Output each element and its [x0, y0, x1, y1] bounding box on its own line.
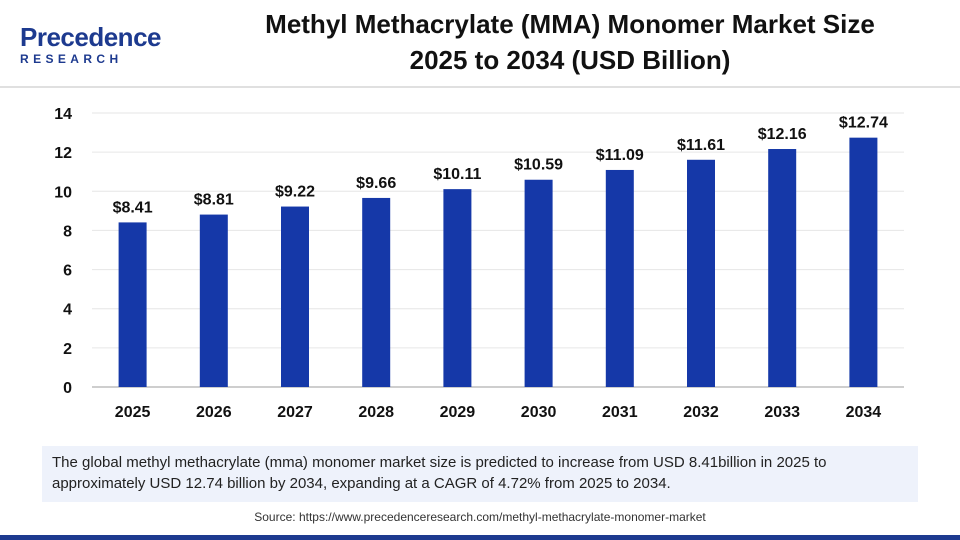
bar [768, 149, 797, 387]
data-label: $11.61 [677, 137, 725, 154]
data-label: $10.59 [514, 157, 563, 174]
y-tick-label: 6 [63, 263, 72, 280]
x-tick-label: 2026 [196, 404, 232, 421]
x-tick-label: 2032 [683, 404, 719, 421]
y-tick-label: 14 [54, 106, 72, 123]
logo: Precedence RESEARCH [14, 16, 164, 66]
bar [605, 169, 634, 387]
data-label: $9.22 [275, 184, 315, 201]
x-tick-label: 2033 [764, 404, 800, 421]
bar [362, 197, 391, 387]
x-tick-label: 2031 [602, 404, 638, 421]
data-label: $12.74 [839, 115, 888, 132]
bar [524, 179, 553, 387]
source-note: Source: https://www.precedenceresearch.c… [254, 510, 706, 524]
chart-title-line-2: 2025 to 2034 (USD Billion) [409, 45, 731, 75]
footer-divider [0, 535, 960, 540]
y-tick-label: 4 [63, 302, 72, 319]
x-tick-label: 2030 [521, 404, 557, 421]
summary-box: The global methyl methacrylate (mma) mon… [42, 446, 918, 502]
header-divider [0, 86, 960, 88]
x-tick-label: 2025 [115, 404, 151, 421]
data-label: $10.11 [433, 166, 481, 183]
data-label: $8.41 [113, 199, 153, 216]
y-tick-label: 8 [63, 223, 72, 240]
data-label: $9.66 [356, 175, 396, 192]
x-tick-label: 2028 [358, 404, 394, 421]
y-tick-label: 2 [63, 341, 72, 358]
bar [443, 189, 472, 387]
x-tick-label: 2027 [277, 404, 313, 421]
chart-title-line-1: Methyl Methacrylate (MMA) Monomer Market… [265, 9, 875, 39]
data-label: $11.09 [596, 147, 644, 164]
logo-subtitle: RESEARCH [20, 52, 123, 66]
bar [687, 159, 715, 387]
y-tick-label: 12 [54, 145, 72, 162]
y-tick-label: 10 [54, 184, 72, 201]
bar-chart: 0 2 4 6 8 10 12 14 $8.41 2025 $8.81 2026 $9.22 2027 $9… [54, 106, 904, 421]
bar [849, 137, 878, 387]
bar [281, 206, 309, 387]
data-label: $8.81 [194, 192, 234, 209]
x-tick-label: 2029 [440, 404, 476, 421]
bar [199, 214, 228, 387]
chart-title: Methyl Methacrylate (MMA) Monomer Market… [190, 6, 950, 78]
bar [118, 222, 147, 387]
y-tick-label: 0 [63, 380, 72, 397]
logo-name: Precedence [20, 22, 161, 52]
data-label: $12.16 [758, 126, 807, 143]
x-tick-label: 2034 [846, 404, 882, 421]
